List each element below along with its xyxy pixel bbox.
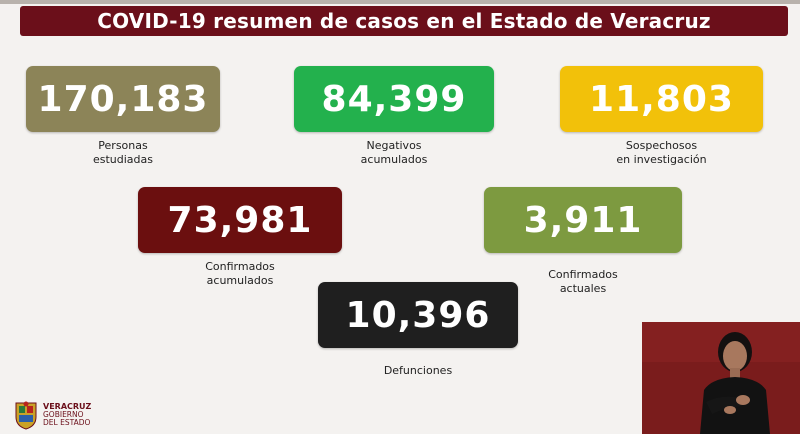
label-line: Confirmados [205, 260, 275, 273]
label-line: Personas [98, 139, 148, 152]
stat-card-personas-estudiadas: 170,183 [26, 66, 220, 132]
label-line: estudiadas [92, 153, 154, 166]
stat-card-defunciones: 10,396 [318, 282, 518, 348]
logo-text: VERACRUZ GOBIERNO DEL ESTADO [43, 403, 91, 427]
stat-label-confirmados-actuales: Confirmados actuales [484, 268, 682, 296]
label-line: acumulados [360, 153, 428, 166]
stat-value: 84,399 [321, 78, 467, 120]
label-line: Confirmados [548, 268, 618, 281]
veracruz-logo: VERACRUZ GOBIERNO DEL ESTADO [14, 398, 124, 432]
stat-card-sospechosos: 11,803 [560, 66, 763, 132]
stat-card-confirmados-acumulados: 73,981 [138, 187, 342, 253]
stat-value: 10,396 [345, 294, 491, 336]
label-line: Defunciones [383, 364, 453, 377]
stat-value: 3,911 [523, 199, 643, 241]
label-line: acumulados [206, 274, 274, 287]
label-line: Negativos [366, 139, 422, 152]
stat-label-defunciones: Defunciones [318, 364, 518, 378]
stat-card-confirmados-actuales: 3,911 [484, 187, 682, 253]
stat-label-personas-estudiadas: Personas estudiadas [26, 139, 220, 167]
label-line: en investigación [616, 153, 707, 166]
stat-label-sospechosos: Sospechosos en investigación [560, 139, 763, 167]
title-bar: COVID-19 resumen de casos en el Estado d… [20, 6, 788, 36]
label-line: actuales [559, 282, 607, 295]
stat-value: 73,981 [167, 199, 313, 241]
stat-card-negativos-acumulados: 84,399 [294, 66, 494, 132]
interpreter-figure [642, 322, 800, 434]
sign-language-interpreter-video [642, 322, 800, 434]
label-line: Sospechosos [625, 139, 698, 152]
logo-line: GOBIERNO [43, 410, 84, 419]
veracruz-coat-of-arms-icon [15, 401, 37, 430]
stat-label-negativos-acumulados: Negativos acumulados [294, 139, 494, 167]
logo-line: VERACRUZ [43, 402, 92, 411]
stat-label-confirmados-acumulados: Confirmados acumulados [138, 260, 342, 288]
logo-line: DEL ESTADO [43, 418, 91, 427]
page-title: COVID-19 resumen de casos en el Estado d… [97, 9, 711, 33]
stat-value: 11,803 [589, 78, 734, 120]
stat-value: 170,183 [37, 78, 209, 120]
top-stripe [0, 0, 800, 4]
